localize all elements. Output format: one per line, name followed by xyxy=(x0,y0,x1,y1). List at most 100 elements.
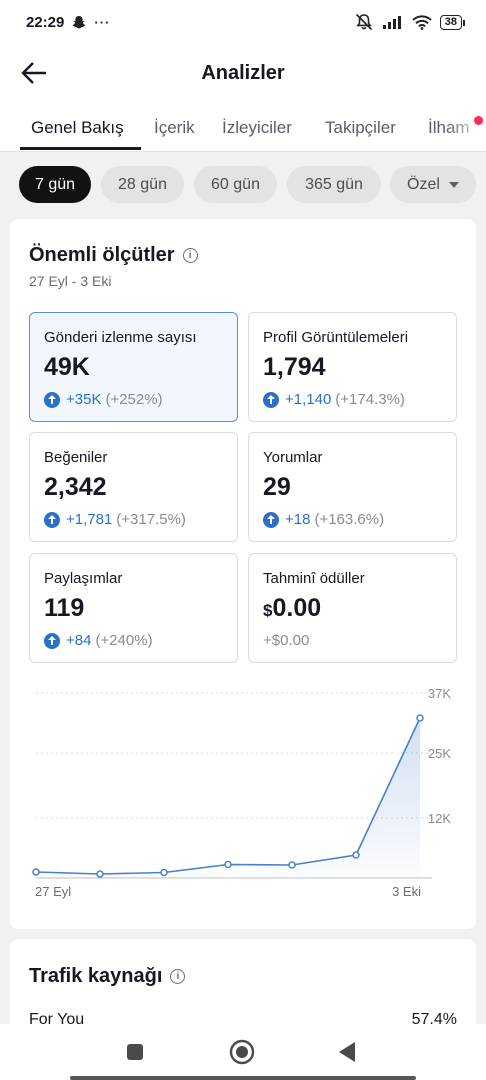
chevron-down-icon xyxy=(448,181,459,188)
metric-change: +18 (+163.6%) xyxy=(263,511,384,528)
x-tick-label: 27 Eyl xyxy=(35,884,71,899)
metric-change: +1,781 (+317.5%) xyxy=(44,511,186,528)
range-365-days-label: 365 gün xyxy=(305,175,363,193)
metric-change-percent: (+240%) xyxy=(95,632,153,649)
metric-profile-views[interactable]: Profil Görüntülemeleri 1,794 +1,140 (+17… xyxy=(248,312,457,422)
active-tab-underline xyxy=(20,147,141,150)
square-icon[interactable] xyxy=(126,1043,144,1061)
data-point xyxy=(160,868,168,877)
x-tick-label: 3 Eki xyxy=(392,884,421,899)
range-365-days[interactable]: 365 gün xyxy=(287,166,381,203)
y-tick-label: 25K xyxy=(428,746,451,761)
status-time: 22:29 xyxy=(26,13,65,31)
arrow-up-icon xyxy=(44,511,60,528)
metric-change-percent: (+163.6%) xyxy=(314,511,385,528)
tab-viewers[interactable]: İzleyiciler xyxy=(222,118,292,137)
metric-value: 119 xyxy=(44,594,85,622)
y-tick-label: 37K xyxy=(428,686,451,701)
metric-label: Yorumlar xyxy=(263,449,323,466)
metric-change-value: +84 xyxy=(66,632,92,649)
data-point xyxy=(288,861,296,869)
metric-likes[interactable]: Beğeniler 2,342 +1,781 (+317.5%) xyxy=(29,432,238,542)
data-point xyxy=(96,870,104,878)
y-tick-label: 12K xyxy=(428,811,451,826)
metric-shares[interactable]: Paylaşımlar 119 +84 (+240%) xyxy=(29,553,238,663)
metric-value: 49K xyxy=(44,353,90,381)
key-metrics-card: Önemli ölçütler i 27 Eyl - 3 Eki Gönderi… xyxy=(10,219,476,929)
metric-change-percent: (+252%) xyxy=(105,391,163,408)
metric-change: +1,140 (+174.3%) xyxy=(263,391,405,408)
tab-overview[interactable]: Genel Bakış xyxy=(31,118,124,137)
date-range-label: 27 Eyl - 3 Eki xyxy=(29,273,112,289)
metric-label: Gönderi izlenme sayısı xyxy=(44,329,197,346)
metric-change-value: +$0.00 xyxy=(263,632,310,649)
metric-change-percent: (+174.3%) xyxy=(335,391,405,408)
page-title: Analizler xyxy=(201,61,285,84)
metric-change: +$0.00 xyxy=(263,632,309,649)
system-nav-bar xyxy=(0,1024,486,1080)
metric-label: Profil Görüntülemeleri xyxy=(263,329,409,346)
metric-value: 29 xyxy=(263,473,291,501)
tab-content[interactable]: İçerik xyxy=(154,118,195,137)
key-metrics-heading: Önemli ölçütler i xyxy=(29,244,198,267)
metric-change-value: +18 xyxy=(285,511,311,528)
arrow-up-icon xyxy=(263,511,279,528)
metric-value: 2,342 xyxy=(44,473,107,501)
status-bar: 22:29 ··· 38 xyxy=(0,0,486,44)
metric-label: Beğeniler xyxy=(44,449,108,466)
info-icon[interactable]: i xyxy=(170,969,186,984)
series-area xyxy=(36,718,420,878)
arrow-up-icon xyxy=(44,632,60,649)
traffic-row: For You 57.4% xyxy=(29,1011,457,1029)
date-range-selector: 7 gün 28 gün 60 gün 365 gün Özel xyxy=(0,152,486,218)
arrow-up-icon xyxy=(44,391,60,408)
mute-bell-icon xyxy=(355,13,372,31)
signal-icon xyxy=(382,16,401,29)
metric-post-views[interactable]: Gönderi izlenme sayısı 49K +35K (+252%) xyxy=(29,312,238,422)
key-metrics-title: Önemli ölçütler xyxy=(29,244,175,266)
metric-change: +35K (+252%) xyxy=(44,391,163,408)
range-28-days[interactable]: 28 gün xyxy=(101,166,184,203)
traffic-source-value: 57.4% xyxy=(411,1011,457,1028)
metric-estimated-rewards[interactable]: Tahminî ödüller $0.00 +$0.00 xyxy=(248,553,457,663)
battery-indicator: 38 xyxy=(439,14,466,30)
tab-fade xyxy=(446,102,486,150)
data-point xyxy=(416,714,424,722)
info-icon[interactable]: i xyxy=(182,248,198,263)
range-28-days-label: 28 gün xyxy=(118,175,167,193)
home-circle-icon[interactable] xyxy=(229,1039,255,1065)
range-7-days-label: 7 gün xyxy=(34,175,76,193)
traffic-heading: Trafik kaynağı i xyxy=(29,965,186,988)
metric-label: Tahminî ödüller xyxy=(263,570,365,587)
back-arrow-icon[interactable] xyxy=(20,58,50,88)
data-point xyxy=(352,851,360,859)
metric-change-value: +35K xyxy=(66,391,102,408)
home-indicator xyxy=(70,1076,416,1080)
tab-bar: Genel Bakış İçerik İzleyiciler Takipçile… xyxy=(0,102,486,152)
wifi-icon xyxy=(412,14,432,30)
data-point xyxy=(32,868,40,876)
range-7-days[interactable]: 7 gün xyxy=(19,166,91,203)
metric-comments[interactable]: Yorumlar 29 +18 (+163.6%) xyxy=(248,432,457,542)
range-custom-label: Özel xyxy=(407,175,440,193)
snapchat-icon xyxy=(73,15,86,28)
range-60-days-label: 60 gün xyxy=(211,175,260,193)
metric-change: +84 (+240%) xyxy=(44,632,153,649)
metric-value: $0.00 xyxy=(263,594,321,623)
app-header: Analizler xyxy=(0,44,486,102)
new-badge-dot xyxy=(474,116,483,125)
currency-symbol: $ xyxy=(263,601,273,620)
metric-value: 1,794 xyxy=(263,353,326,381)
metric-change-percent: (+317.5%) xyxy=(116,511,186,528)
views-trend-chart: 37K 25K 12K 27 Eyl 3 Eki xyxy=(32,686,451,899)
back-triangle-icon[interactable] xyxy=(338,1041,356,1063)
metric-value-number: 0.00 xyxy=(272,594,322,622)
range-custom-dropdown[interactable]: Özel xyxy=(390,166,476,203)
traffic-source-label: For You xyxy=(29,1011,85,1028)
arrow-up-icon xyxy=(263,391,279,408)
range-60-days[interactable]: 60 gün xyxy=(194,166,277,203)
metric-change-value: +1,140 xyxy=(285,391,332,408)
traffic-source-card: Trafik kaynağı i For You 57.4% xyxy=(10,939,476,1039)
status-more: ··· xyxy=(94,14,111,30)
tab-followers[interactable]: Takipçiler xyxy=(325,118,396,137)
